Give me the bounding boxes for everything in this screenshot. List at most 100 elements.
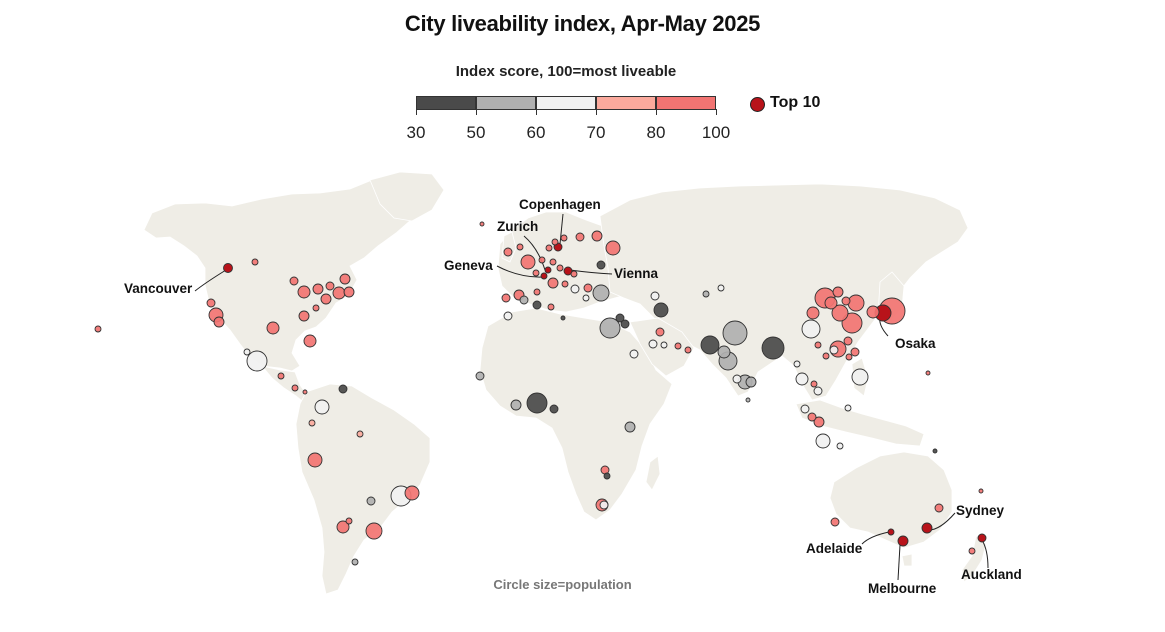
city-circle	[520, 254, 536, 270]
circle-size-note: Circle size=population	[493, 577, 632, 592]
label-osaka: Osaka	[895, 336, 936, 351]
city-circle-top10	[540, 272, 548, 280]
city-circle	[814, 341, 822, 349]
city-circle	[745, 397, 751, 403]
city-circle	[850, 347, 860, 357]
city-circle	[599, 317, 621, 339]
city-circle	[345, 517, 353, 525]
city-circle	[822, 352, 830, 360]
city-circle	[629, 349, 639, 359]
landmass-tasmania	[901, 553, 913, 567]
city-circle	[570, 270, 578, 278]
city-circle	[251, 258, 259, 266]
city-circle	[801, 319, 821, 339]
city-circle	[653, 302, 669, 318]
city-circle	[599, 500, 609, 510]
label-leader-line	[897, 544, 901, 581]
city-circle	[365, 522, 383, 540]
city-circle	[824, 296, 838, 310]
label-sydney: Sydney	[956, 503, 1005, 518]
city-circle	[829, 345, 839, 355]
city-circle	[761, 336, 785, 360]
city-circle	[660, 341, 668, 349]
city-circle	[582, 294, 590, 302]
landmass-north-america	[143, 179, 427, 372]
city-circle	[925, 370, 931, 376]
top10-legend-dot	[750, 97, 765, 112]
color-scale-legend	[416, 96, 716, 110]
city-circle	[932, 448, 938, 454]
city-circle	[843, 336, 853, 346]
city-circle	[831, 304, 849, 322]
legend-bin-60-70	[536, 96, 596, 110]
city-circle	[246, 350, 268, 372]
landmass-central-america	[260, 365, 309, 405]
city-circle	[551, 238, 559, 246]
city-circle	[830, 517, 840, 527]
city-circle	[624, 421, 636, 433]
city-circle	[307, 452, 323, 468]
label-copenhagen: Copenhagen	[519, 197, 601, 212]
city-circle	[547, 303, 555, 311]
legend-bin-80-100	[656, 96, 716, 110]
city-circle	[722, 320, 748, 346]
city-circle	[800, 404, 810, 414]
label-leader-line	[569, 269, 613, 275]
city-circle	[702, 290, 710, 298]
city-circle	[745, 376, 757, 388]
city-circle	[700, 335, 720, 355]
city-circle	[605, 240, 621, 256]
city-circle	[832, 286, 844, 298]
label-melbourne: Melbourne	[868, 581, 937, 596]
city-circle-top10	[544, 266, 552, 274]
legend-bin-70-80	[596, 96, 656, 110]
city-circle	[533, 288, 541, 296]
city-circle	[302, 389, 308, 395]
city-circle	[351, 558, 359, 566]
label-leader-lines	[194, 213, 989, 581]
city-circle	[338, 384, 348, 394]
city-circle	[312, 283, 324, 295]
city-circle	[866, 305, 880, 319]
landmass-greenland	[369, 171, 445, 222]
label-vienna: Vienna	[614, 266, 659, 281]
city-circle	[297, 285, 311, 299]
city-circle	[575, 232, 585, 242]
city-circle	[978, 488, 984, 494]
city-circle	[655, 327, 665, 337]
city-circle	[813, 416, 825, 428]
city-circle	[538, 256, 546, 264]
city-circle	[510, 399, 522, 411]
label-leader-line	[496, 265, 544, 278]
legend-tick	[416, 109, 417, 115]
city-circle	[308, 419, 316, 427]
city-circle	[545, 244, 553, 252]
city-circle	[583, 283, 593, 293]
city-circle	[556, 264, 564, 272]
city-circle	[549, 404, 559, 414]
city-circle	[366, 496, 376, 506]
label-leader-line	[559, 213, 564, 245]
city-circle	[94, 325, 102, 333]
label-leader-line	[523, 235, 546, 271]
city-circle	[810, 380, 818, 388]
city-circle	[793, 360, 801, 368]
city-circle	[213, 316, 225, 328]
city-circle	[717, 284, 725, 292]
city-circle	[303, 334, 317, 348]
label-leader-line	[194, 269, 227, 292]
label-adelaide: Adelaide	[806, 541, 863, 556]
legend-tick	[536, 109, 537, 115]
city-circle	[815, 433, 831, 449]
city-circle	[549, 258, 557, 266]
city-circle	[532, 269, 540, 277]
label-vancouver: Vancouver	[124, 281, 193, 296]
city-circle	[206, 298, 216, 308]
city-circle	[519, 295, 529, 305]
city-circle	[339, 273, 351, 285]
city-circle	[591, 230, 603, 242]
city-circle	[570, 284, 580, 294]
legend-tick-label: 30	[406, 123, 426, 142]
city-circle	[836, 442, 844, 450]
